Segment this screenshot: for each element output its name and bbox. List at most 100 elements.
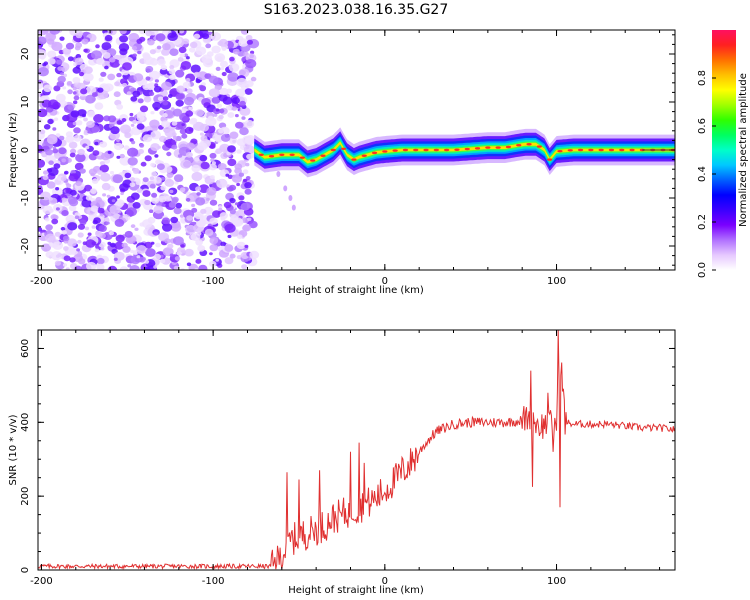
noise-speckle: [229, 253, 236, 259]
noise-speckle: [173, 265, 180, 270]
noise-speckle: [206, 187, 217, 196]
noise-speckle: [173, 174, 184, 183]
noise-speckle: [102, 193, 107, 197]
noise-speckle: [209, 244, 219, 252]
noise-speckle: [136, 123, 145, 130]
noise-speckle: [45, 224, 53, 231]
noise-speckle: [220, 60, 228, 68]
noise-speckle: [211, 161, 216, 165]
noise-speckle: [226, 151, 232, 156]
noise-speckle: [74, 162, 84, 171]
noise-speckle: [223, 201, 232, 209]
noise-speckle: [72, 91, 77, 95]
ridge-peak: [351, 158, 357, 161]
noise-speckle: [107, 150, 112, 154]
spectrogram-x-label: Height of straight line (km): [288, 285, 424, 296]
noise-speckle: [193, 71, 200, 78]
noise-speckle: [170, 216, 179, 224]
noise-speckle: [164, 238, 171, 244]
noise-speckle: [139, 143, 145, 148]
noise-speckle: [164, 178, 175, 187]
noise-speckle: [239, 127, 249, 136]
noise-speckle: [150, 162, 156, 167]
noise-speckle: [211, 45, 221, 54]
noise-speckle: [149, 119, 160, 129]
noise-speckle: [224, 223, 236, 233]
noise-speckle: [244, 182, 252, 189]
noise-speckle: [218, 207, 223, 212]
colorbar-tick-label: 0.0: [697, 262, 708, 278]
noise-speckle: [178, 46, 187, 54]
noise-speckle: [122, 82, 128, 88]
noise-speckle: [52, 127, 57, 131]
ridge-peak: [464, 147, 470, 151]
noise-speckle: [92, 150, 100, 156]
ridge-peak: [320, 154, 326, 157]
noise-speckle: [227, 112, 235, 118]
noise-speckle: [102, 52, 111, 59]
noise-speckle: [238, 172, 245, 177]
noise-speckle: [185, 151, 193, 158]
noise-speckle: [179, 53, 186, 58]
noise-speckle: [129, 165, 134, 169]
noise-speckle: [107, 115, 117, 123]
noise-speckle: [79, 71, 85, 77]
noise-speckle: [67, 104, 74, 110]
noise-speckle: [288, 195, 293, 201]
noise-speckle: [232, 48, 240, 55]
noise-speckle: [181, 133, 188, 139]
noise-speckle: [231, 97, 240, 104]
noise-speckle: [150, 143, 160, 152]
noise-speckle: [177, 57, 184, 62]
noise-speckle: [42, 175, 49, 181]
noise-speckle: [106, 194, 111, 198]
noise-speckle: [244, 188, 252, 195]
noise-speckle: [143, 96, 152, 103]
noise-speckle: [141, 219, 153, 229]
noise-speckle: [85, 145, 90, 150]
noise-speckle: [227, 234, 232, 239]
noise-speckle: [220, 133, 231, 142]
noise-speckle: [153, 231, 159, 236]
noise-speckle: [191, 203, 196, 208]
x-tick-label: -200: [30, 276, 53, 287]
noise-speckle: [200, 161, 210, 170]
noise-speckle: [75, 42, 83, 48]
ridge-peak: [629, 148, 635, 152]
noise-speckle: [169, 189, 174, 194]
noise-speckle: [86, 120, 95, 128]
noise-speckle: [162, 96, 169, 101]
colorbar-gradient: [712, 30, 736, 270]
noise-speckle: [142, 190, 151, 197]
noise-speckle: [126, 91, 132, 96]
noise-speckle: [68, 204, 77, 212]
noise-speckle: [44, 233, 56, 243]
noise-speckle: [38, 30, 49, 36]
noise-speckle: [148, 91, 155, 96]
noise-speckle: [144, 155, 152, 162]
noise-speckle: [236, 77, 248, 88]
noise-speckle: [62, 86, 67, 90]
noise-speckle: [127, 147, 139, 157]
noise-speckle: [160, 64, 167, 71]
noise-speckle: [60, 226, 66, 231]
noise-speckle: [60, 72, 64, 76]
noise-speckle: [238, 195, 245, 201]
noise-speckle: [249, 250, 260, 259]
noise-speckle: [43, 61, 49, 66]
noise-speckle: [221, 245, 225, 249]
noise-speckle: [171, 121, 178, 126]
noise-speckle: [144, 199, 151, 206]
noise-speckle: [54, 260, 62, 266]
noise-speckle: [218, 38, 229, 47]
noise-speckle: [73, 81, 82, 89]
noise-speckle: [175, 99, 184, 107]
noise-speckle: [55, 133, 61, 137]
snr-x-label: Height of straight line (km): [288, 585, 424, 596]
noise-speckle: [199, 154, 208, 162]
noise-speckle: [228, 63, 240, 72]
noise-speckle: [231, 174, 242, 183]
noise-speckle: [150, 111, 155, 115]
noise-speckle: [93, 217, 101, 224]
noise-speckle: [220, 67, 225, 71]
